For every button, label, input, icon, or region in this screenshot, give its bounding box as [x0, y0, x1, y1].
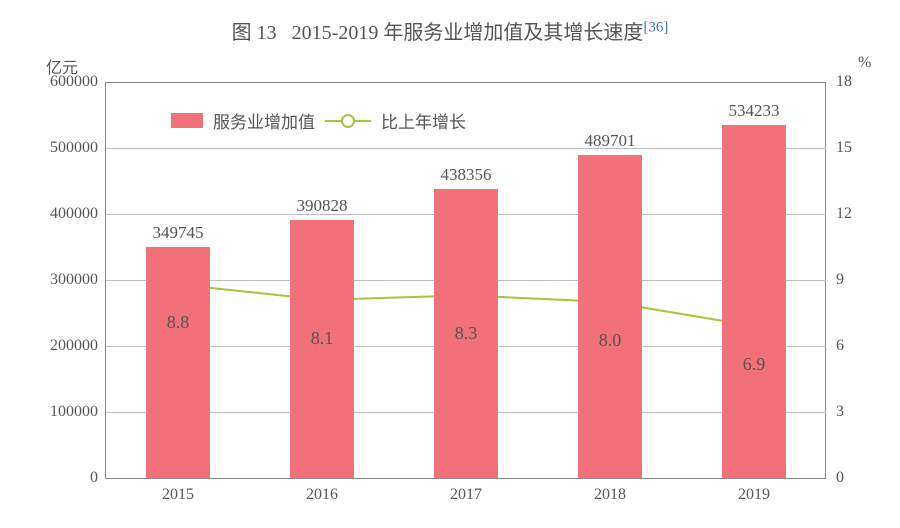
x-category-label: 2017	[394, 486, 538, 504]
ytick-left: 0	[90, 469, 98, 487]
bar: 489701	[578, 155, 643, 478]
ytick-right: 6	[836, 337, 844, 355]
legend: 服务业增加值 比上年增长	[171, 108, 466, 133]
x-category-label: 2016	[250, 486, 394, 504]
ytick-right: 12	[836, 205, 852, 223]
bar-value-label: 489701	[578, 131, 643, 151]
title-ref: [36]	[643, 19, 668, 35]
bar-value-label: 349745	[146, 223, 211, 243]
bar: 349745	[146, 247, 211, 478]
legend-line-label: 比上年增长	[381, 108, 466, 133]
bar-value-label: 534233	[722, 101, 787, 121]
ytick-right: 15	[836, 139, 852, 157]
x-category-label: 2018	[538, 486, 682, 504]
ytick-right: 0	[836, 469, 844, 487]
x-category-label: 2019	[682, 486, 826, 504]
growth-value-label: 8.0	[570, 330, 650, 351]
plot-area: 服务业增加值 比上年增长 001000003200000630000094000…	[105, 82, 826, 479]
ytick-left: 200000	[50, 337, 98, 355]
growth-value-label: 8.3	[426, 323, 506, 344]
x-category-label: 2015	[106, 486, 250, 504]
legend-line-swatch	[325, 114, 371, 128]
ytick-right: 18	[836, 73, 852, 91]
ytick-left: 600000	[50, 73, 98, 91]
ytick-left: 100000	[50, 403, 98, 421]
growth-value-label: 8.1	[282, 328, 362, 349]
title-prefix: 图 13	[232, 22, 277, 44]
growth-value-label: 8.8	[138, 312, 218, 333]
legend-bar-label: 服务业增加值	[213, 108, 315, 133]
bar: 390828	[290, 220, 355, 478]
ytick-right: 9	[836, 271, 844, 289]
legend-bar-swatch	[171, 113, 203, 128]
ytick-left: 300000	[50, 271, 98, 289]
bar-value-label: 390828	[290, 196, 355, 216]
right-axis-unit: %	[858, 54, 871, 72]
bar: 534233	[722, 125, 787, 478]
ytick-left: 500000	[50, 139, 98, 157]
ytick-right: 3	[836, 403, 844, 421]
chart-title: 图 13 2015-2019 年服务业增加值及其增长速度[36]	[0, 16, 900, 45]
gridline	[106, 148, 826, 149]
bar-value-label: 438356	[434, 165, 499, 185]
ytick-left: 400000	[50, 205, 98, 223]
growth-value-label: 6.9	[714, 354, 794, 375]
title-text: 2015-2019 年服务业增加值及其增长速度	[292, 22, 644, 44]
